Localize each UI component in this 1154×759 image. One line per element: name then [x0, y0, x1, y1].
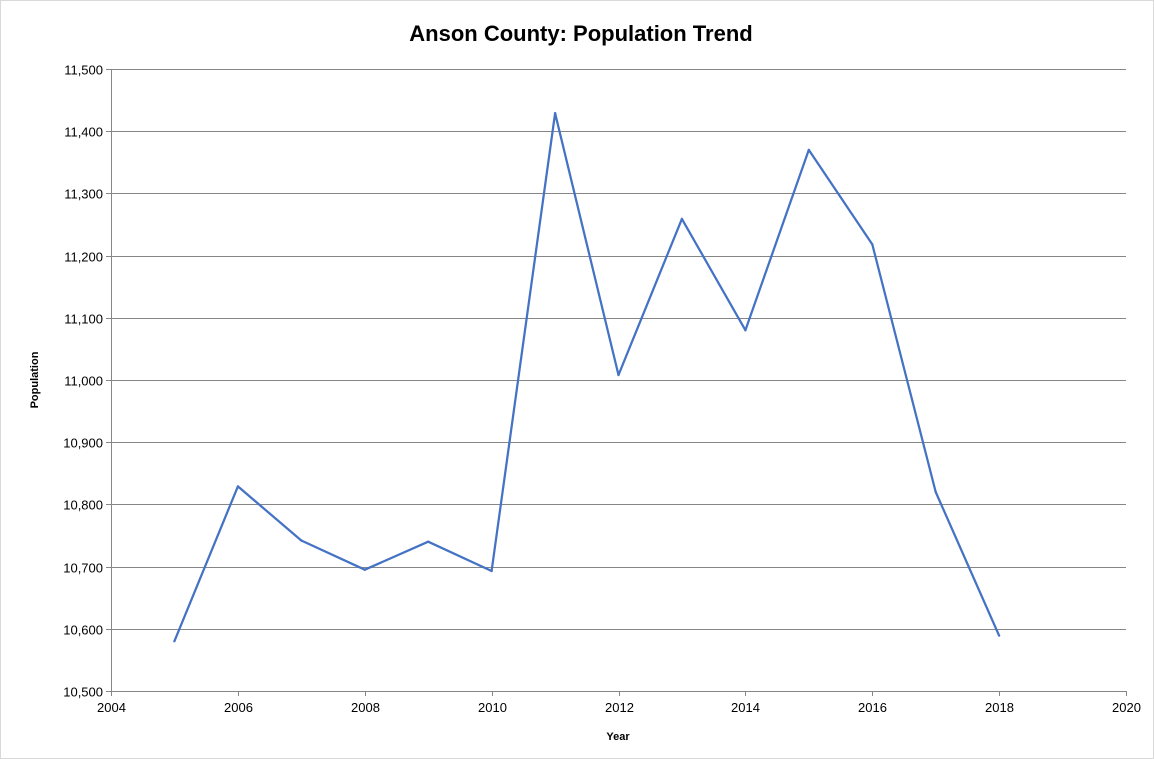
data-point — [363, 568, 366, 571]
x-tick-label: 2018 — [985, 700, 1014, 715]
y-tick-label: 10,700 — [63, 561, 103, 576]
y-tick-label: 10,900 — [63, 436, 103, 451]
data-point — [173, 640, 176, 643]
x-tick-label: 2020 — [1112, 700, 1141, 715]
y-tick-label: 10,500 — [63, 685, 103, 700]
data-point — [427, 540, 430, 543]
data-point — [997, 634, 1001, 637]
data-point — [300, 539, 303, 542]
y-tick-labels: 10,500 10,600 10,700 10,800 10,900 11,000 11,1… — [63, 63, 103, 700]
data-point — [490, 569, 493, 573]
data-point — [871, 243, 874, 246]
series-layer — [173, 112, 1001, 643]
x-tick-label: 2014 — [731, 700, 760, 715]
data-point — [807, 148, 810, 152]
y-tick-label: 11,000 — [64, 374, 103, 389]
chart-title: Anson County: Population Trend — [409, 21, 752, 46]
gridlines — [111, 69, 1126, 630]
data-point — [553, 112, 557, 115]
x-tick-label: 2008 — [351, 700, 380, 715]
y-tick-label: 11,300 — [64, 187, 103, 202]
data-point — [617, 373, 620, 377]
series-line — [173, 112, 1001, 642]
x-tick-label: 2016 — [858, 700, 887, 715]
x-axis-label: Year — [606, 731, 630, 743]
y-tick-label: 11,100 — [64, 312, 103, 327]
y-tick-label: 11,400 — [64, 125, 103, 140]
data-point — [236, 485, 240, 488]
data-point — [680, 217, 684, 221]
x-tick-label: 2012 — [605, 700, 634, 715]
data-point — [744, 329, 747, 332]
y-tick-label: 10,600 — [63, 623, 103, 638]
y-tick-label: 11,200 — [64, 250, 103, 265]
axes — [106, 69, 1127, 696]
data-point — [934, 490, 937, 494]
y-tick-label: 11,500 — [64, 63, 103, 78]
x-tick-labels: 2004 2006 2008 2010 2012 2014 2016 2018 2020 — [97, 700, 1141, 715]
x-tick-label: 2010 — [478, 700, 507, 715]
x-tick-label: 2004 — [97, 700, 126, 715]
x-tick-label: 2006 — [224, 700, 253, 715]
y-tick-label: 10,800 — [63, 498, 103, 513]
y-axis-label: Population — [29, 351, 41, 408]
